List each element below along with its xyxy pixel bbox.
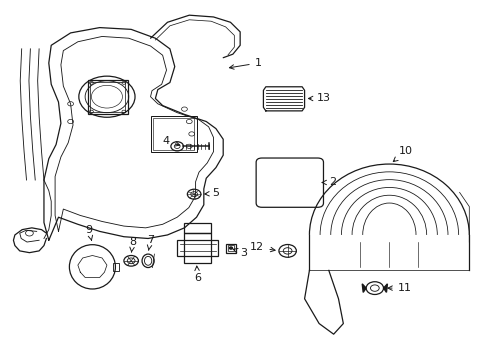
Text: 9: 9 (85, 225, 93, 240)
Text: 2: 2 (322, 177, 336, 188)
Text: 13: 13 (308, 94, 331, 103)
Bar (91, 82, 125, 112)
Text: 10: 10 (393, 146, 413, 162)
Circle shape (229, 247, 232, 249)
Text: 3: 3 (233, 248, 247, 258)
Polygon shape (362, 284, 366, 292)
Text: 6: 6 (194, 266, 201, 283)
Text: 1: 1 (229, 58, 262, 69)
Text: 5: 5 (205, 189, 219, 198)
Bar (153, 118, 194, 150)
Text: 7: 7 (147, 234, 154, 250)
Text: 4: 4 (163, 136, 180, 146)
Text: 8: 8 (129, 237, 136, 252)
Bar (177, 240, 219, 256)
Bar (184, 222, 211, 233)
Polygon shape (384, 284, 388, 292)
Bar (227, 245, 234, 251)
Text: 11: 11 (388, 283, 412, 293)
Bar (150, 116, 196, 152)
Bar (113, 262, 119, 271)
Text: 12: 12 (250, 242, 275, 252)
Bar (88, 80, 128, 114)
Bar (184, 233, 211, 263)
Bar (225, 244, 236, 253)
